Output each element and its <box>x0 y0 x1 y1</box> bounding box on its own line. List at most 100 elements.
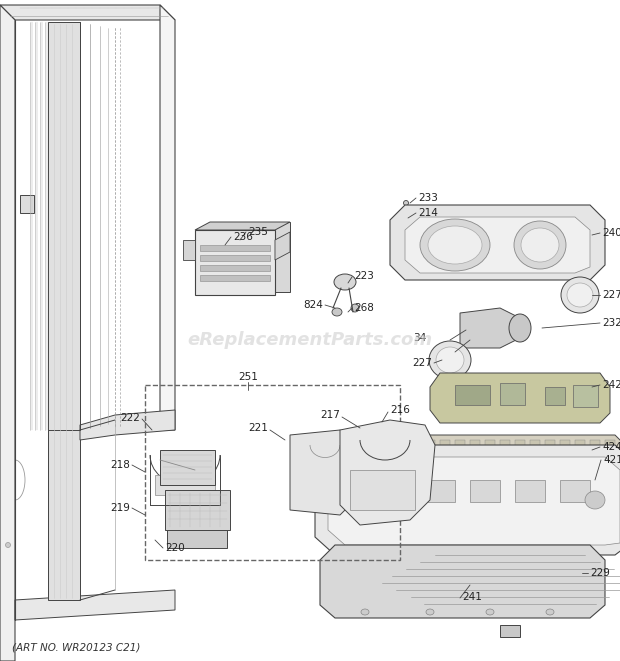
Bar <box>470 480 500 502</box>
Polygon shape <box>390 205 605 280</box>
Ellipse shape <box>428 226 482 264</box>
Polygon shape <box>195 230 275 295</box>
Text: 227: 227 <box>602 290 620 300</box>
Text: 233: 233 <box>418 193 438 203</box>
Ellipse shape <box>420 219 490 271</box>
Bar <box>485 440 495 456</box>
Ellipse shape <box>561 277 599 313</box>
Polygon shape <box>340 420 435 525</box>
Text: 824: 824 <box>303 300 323 310</box>
Text: 227: 227 <box>412 358 432 368</box>
Bar <box>380 480 410 502</box>
Bar <box>500 625 520 637</box>
Text: 220: 220 <box>165 543 185 553</box>
Polygon shape <box>415 435 620 465</box>
Ellipse shape <box>6 543 11 547</box>
Bar <box>160 450 215 485</box>
Text: 240: 240 <box>602 228 620 238</box>
Text: 235: 235 <box>248 227 268 237</box>
Bar <box>20 195 34 213</box>
Ellipse shape <box>332 308 342 316</box>
Bar <box>605 440 615 456</box>
Polygon shape <box>275 232 290 260</box>
Text: 421: 421 <box>603 455 620 465</box>
Text: 223: 223 <box>354 271 374 281</box>
Polygon shape <box>80 410 175 440</box>
Bar <box>200 255 270 261</box>
Bar <box>200 265 270 271</box>
Text: 251: 251 <box>238 372 258 382</box>
Text: 242: 242 <box>602 380 620 390</box>
Text: 214: 214 <box>418 208 438 218</box>
Bar <box>425 440 435 456</box>
Text: 219: 219 <box>110 503 130 513</box>
Text: (ART NO. WR20123 C21): (ART NO. WR20123 C21) <box>12 643 140 653</box>
Text: 217: 217 <box>320 410 340 420</box>
Ellipse shape <box>404 200 409 206</box>
Text: 241: 241 <box>462 592 482 602</box>
Text: 232: 232 <box>602 318 620 328</box>
Bar <box>545 440 555 456</box>
Text: 424: 424 <box>602 442 620 452</box>
Text: 236: 236 <box>233 232 253 242</box>
Bar <box>500 383 525 405</box>
Polygon shape <box>0 5 15 661</box>
Polygon shape <box>0 5 175 20</box>
Ellipse shape <box>567 283 593 307</box>
Bar <box>200 245 270 251</box>
Bar <box>425 480 455 502</box>
Ellipse shape <box>429 341 471 379</box>
Bar <box>455 440 465 456</box>
Ellipse shape <box>426 609 434 615</box>
Polygon shape <box>195 222 290 230</box>
Ellipse shape <box>401 216 407 220</box>
Bar <box>530 440 540 456</box>
Text: 221: 221 <box>248 423 268 433</box>
Bar <box>545 387 565 405</box>
Polygon shape <box>48 430 80 600</box>
Polygon shape <box>405 217 590 273</box>
Bar <box>590 440 600 456</box>
Bar <box>515 480 545 502</box>
Text: 34: 34 <box>413 333 426 343</box>
Bar <box>500 440 510 456</box>
Polygon shape <box>290 430 350 515</box>
Ellipse shape <box>509 314 531 342</box>
Polygon shape <box>320 545 605 618</box>
Polygon shape <box>183 240 195 260</box>
Polygon shape <box>48 22 80 600</box>
Text: 216: 216 <box>390 405 410 415</box>
Bar <box>515 440 525 456</box>
Bar <box>455 385 490 405</box>
Ellipse shape <box>521 228 559 262</box>
Bar <box>573 385 598 407</box>
Ellipse shape <box>351 304 359 312</box>
Ellipse shape <box>436 347 464 373</box>
Text: 229: 229 <box>590 568 610 578</box>
Polygon shape <box>160 5 175 430</box>
Bar <box>440 440 450 456</box>
Ellipse shape <box>585 491 605 509</box>
Ellipse shape <box>355 491 375 509</box>
Text: 218: 218 <box>110 460 130 470</box>
Bar <box>350 470 415 510</box>
Polygon shape <box>460 308 520 348</box>
Ellipse shape <box>514 221 566 269</box>
Text: 222: 222 <box>120 413 140 423</box>
Ellipse shape <box>361 609 369 615</box>
Bar <box>560 440 570 456</box>
Bar <box>470 440 480 456</box>
Bar <box>200 275 270 281</box>
Bar <box>575 440 585 456</box>
Polygon shape <box>15 590 175 620</box>
Bar <box>165 490 230 530</box>
Bar <box>560 480 590 502</box>
Polygon shape <box>328 457 620 545</box>
Ellipse shape <box>546 609 554 615</box>
Polygon shape <box>430 373 610 423</box>
Bar <box>145 385 400 560</box>
Bar <box>167 530 227 548</box>
Bar <box>155 475 215 495</box>
Ellipse shape <box>334 274 356 290</box>
Text: 268: 268 <box>354 303 374 313</box>
